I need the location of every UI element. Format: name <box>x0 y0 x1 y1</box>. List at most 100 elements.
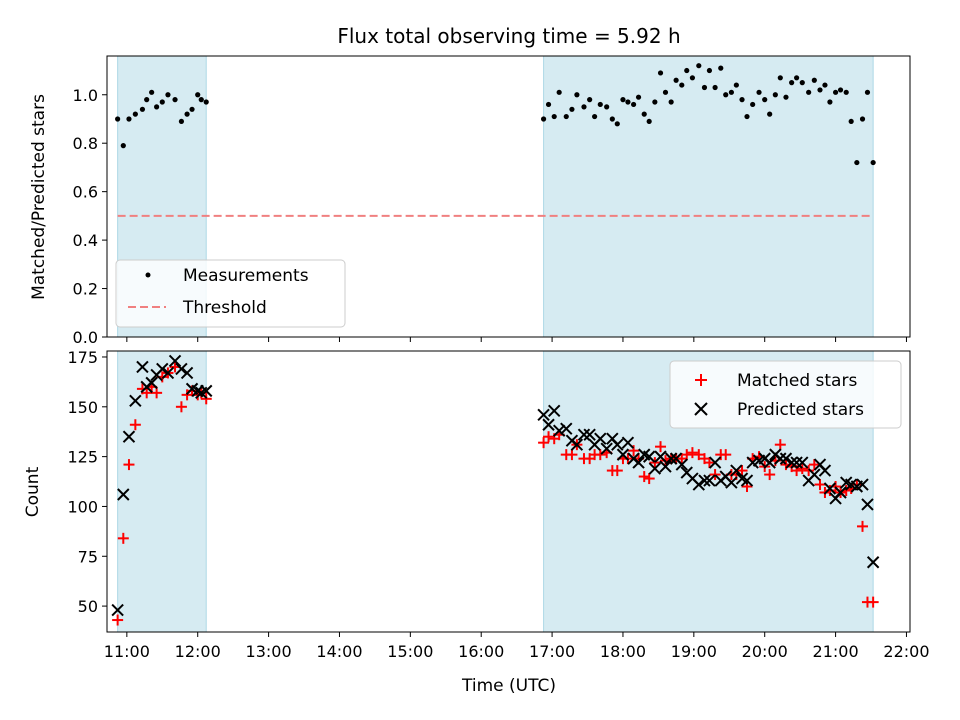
measurement-point <box>592 113 598 120</box>
predicted-star-point <box>117 488 130 501</box>
predicted-star-point <box>200 384 213 398</box>
matched-star-point <box>703 457 715 469</box>
predicted-star-point <box>600 442 613 455</box>
predicted-star-point <box>703 474 716 487</box>
measurement-point <box>668 99 674 105</box>
ratio-panel-legend: Measurements Threshold <box>115 259 346 328</box>
measurement-point <box>811 77 817 83</box>
matched-star-point <box>774 439 786 451</box>
ratio-panel-frame <box>106 55 911 338</box>
measurement-point <box>733 82 739 88</box>
matched-star-point <box>594 449 606 461</box>
matched-star-point <box>764 469 776 481</box>
measurement-point <box>673 77 679 83</box>
measurement-point <box>203 99 209 105</box>
measurement-point <box>777 75 783 81</box>
matched-star-point <box>112 614 124 626</box>
predicted-star-point <box>856 478 869 491</box>
predicted-star-point <box>129 394 142 408</box>
measurement-point <box>159 99 165 105</box>
measurement-point <box>728 89 734 95</box>
measurement-point <box>789 80 795 86</box>
measurement-point <box>767 111 773 117</box>
measurement-point <box>189 106 195 112</box>
matched-star-point <box>720 449 732 461</box>
y-tick-label: 175 <box>67 348 98 367</box>
y-tick-label: 0.4 <box>73 231 98 250</box>
measurement-point <box>574 92 580 98</box>
y-tick-label: 0.2 <box>73 280 98 299</box>
predicted-star-point <box>730 464 743 477</box>
legend-measurements-label: Measurements <box>183 266 309 286</box>
measurement-point <box>540 116 547 122</box>
predicted-star-point <box>740 474 754 487</box>
x-tick-label: 11:00 <box>104 642 150 661</box>
x-tick-label: 21:00 <box>813 642 859 661</box>
measurement-point <box>701 84 708 91</box>
measurement-point <box>783 94 789 100</box>
predicted-star-point <box>161 366 175 380</box>
predicted-star-point <box>774 452 787 465</box>
x-tick-label: 13:00 <box>246 642 292 661</box>
predicted-star-point <box>763 456 776 469</box>
matched-star-point <box>129 419 141 431</box>
measurement-point <box>799 80 805 86</box>
predicted-star-point <box>552 424 566 437</box>
matched-star-point <box>736 465 748 477</box>
predicted-star-points <box>111 354 880 617</box>
matched-star-point <box>814 479 826 491</box>
measurement-point <box>154 104 160 110</box>
matched-star-point <box>808 459 820 471</box>
measurement-point <box>126 116 132 122</box>
measurement-point <box>718 65 724 71</box>
x-tick-label: 22:00 <box>883 642 929 661</box>
measurement-point <box>684 67 690 74</box>
x-tick-label: 20:00 <box>742 642 788 661</box>
matched-star-point <box>803 465 815 477</box>
predicted-star-point <box>111 603 124 617</box>
x-tick-label: 19:00 <box>671 642 717 661</box>
measurement-point <box>652 99 658 105</box>
ratio-panel-legend-box <box>115 259 346 328</box>
matched-star-point <box>709 469 721 481</box>
measurement-point <box>597 101 603 108</box>
count-panel: 11:00 12:00 13:00 14:00 15:00 16:00 17:00 18:00… <box>23 348 930 696</box>
measurement-point <box>662 89 669 95</box>
y-tick-label: 150 <box>67 398 98 417</box>
measurement-point <box>581 104 587 110</box>
predicted-star-point <box>642 450 656 463</box>
x-tick-label: 14:00 <box>316 642 362 661</box>
measurement-point <box>635 94 642 100</box>
predicted-star-point <box>698 474 711 487</box>
matched-star-point <box>638 471 650 483</box>
predicted-star-point <box>632 456 645 469</box>
predicted-star-point <box>136 360 149 374</box>
measurement-point <box>569 106 575 112</box>
matched-star-point <box>686 447 698 459</box>
measurement-point <box>165 92 171 98</box>
predicted-star-point <box>675 458 688 471</box>
measurement-point <box>641 111 647 117</box>
predicted-star-point <box>611 438 624 451</box>
predicted-star-point <box>808 468 821 481</box>
measurement-point <box>712 84 718 91</box>
measurement-point <box>551 113 557 120</box>
measurement-point <box>587 97 593 103</box>
measurement-point <box>178 118 185 125</box>
matched-star-point <box>611 465 623 477</box>
y-tick-label: 75 <box>78 547 98 566</box>
measurement-point <box>614 121 620 127</box>
measurement-point <box>149 89 155 95</box>
matched-star-point <box>867 596 879 608</box>
measurement-point <box>144 97 150 103</box>
measurement-point <box>762 97 768 103</box>
measurement-point <box>706 67 713 74</box>
measurement-point <box>620 97 626 103</box>
predicted-star-point <box>708 456 722 469</box>
y-tick-label: 1.0 <box>73 86 98 105</box>
measurement-point <box>870 159 876 166</box>
predicted-star-point <box>834 486 847 499</box>
y-tick-label: 0.0 <box>73 328 98 347</box>
matched-star-point <box>117 532 129 544</box>
